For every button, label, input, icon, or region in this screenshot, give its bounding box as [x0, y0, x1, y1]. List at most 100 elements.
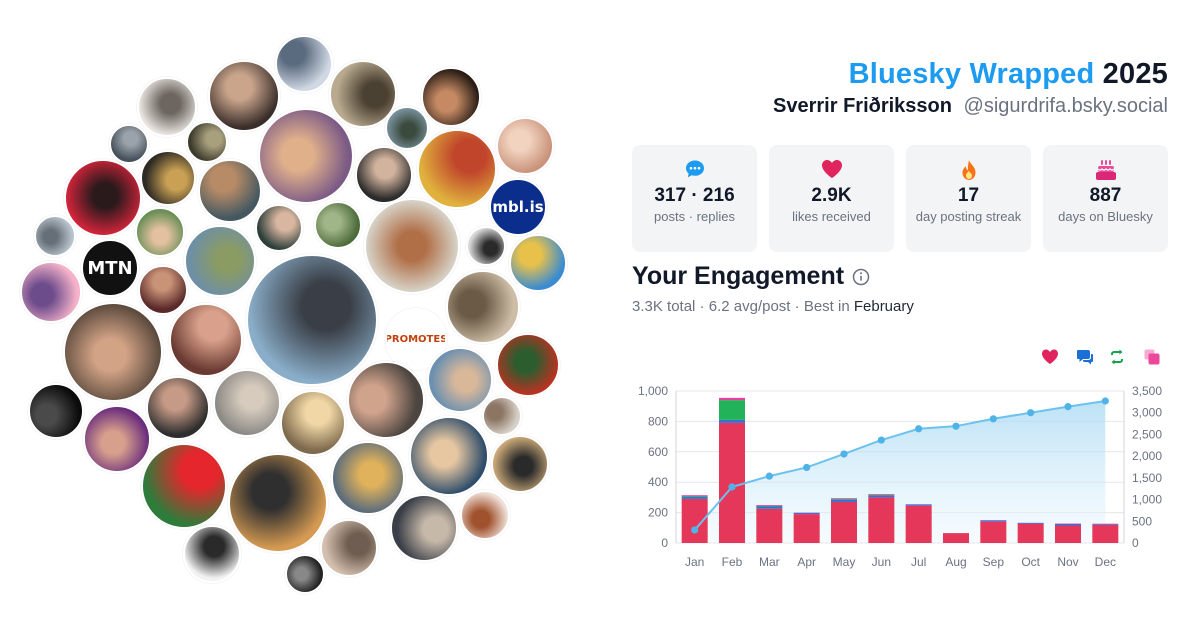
avatar: [140, 150, 196, 206]
engagement-total: 3.3K total: [632, 298, 696, 315]
bar-segment: [868, 495, 895, 498]
y-tick-right: 0: [1132, 536, 1139, 550]
bar-segment: [719, 419, 745, 423]
y-tick-left: 800: [648, 414, 668, 428]
bar-segment: [681, 495, 708, 496]
best-month: February: [853, 298, 914, 315]
y-tick-right: 3,000: [1132, 406, 1162, 420]
x-tick-label: Mar: [759, 555, 780, 569]
likes-heart-icon[interactable]: [1041, 348, 1059, 366]
bar-segment: [905, 504, 932, 506]
stat-value: 2.9K: [811, 185, 852, 206]
avatar: [184, 225, 256, 297]
avatar: [64, 159, 142, 237]
flame-icon: [962, 160, 975, 180]
avatar-logo-text: PROMOTES: [385, 333, 447, 345]
avatar: [364, 198, 460, 294]
bar-segment: [831, 499, 857, 502]
cumulative-point: [1027, 409, 1035, 417]
x-tick-label: Aug: [945, 555, 966, 569]
cumulative-line: [693, 399, 1106, 531]
bar-segment: [905, 505, 932, 543]
bar-segment: [868, 497, 895, 543]
brand-title: Bluesky Wrapped: [848, 58, 1095, 90]
quotes-icon[interactable]: [1143, 348, 1161, 366]
bar-segment: [980, 521, 1007, 543]
user-identity: Sverrir Friðriksson @sigurdrifa.bsky.soc…: [773, 95, 1168, 118]
cumulative-area: [694, 400, 1106, 543]
cumulative-point: [765, 472, 773, 480]
stat-card-likes: 2.9K likes received: [769, 145, 894, 252]
avatar: [460, 490, 510, 540]
engagement-avg: 6.2 avg/post: [708, 298, 791, 315]
avatar: [186, 121, 228, 163]
stat-value: 887: [1089, 185, 1122, 206]
avatar: [409, 416, 489, 496]
cake-icon: [1095, 160, 1116, 180]
engagement-summary: 3.3K total · 6.2 avg/post · Best in Febr…: [632, 298, 914, 315]
stat-value: 17: [957, 185, 980, 206]
avatar: [228, 453, 328, 553]
avatar: [496, 333, 560, 397]
best-prefix: Best in: [803, 298, 850, 315]
bar-segment: [1092, 524, 1119, 543]
avatar: [329, 60, 397, 128]
y-tick-right: 1,500: [1132, 471, 1162, 485]
avatar: [213, 369, 281, 437]
stat-label: days on Bluesky: [1058, 209, 1153, 224]
avatar: [491, 435, 549, 493]
bar-segment: [1017, 523, 1044, 524]
y-tick-left: 0: [661, 536, 668, 550]
bar-segment: [756, 506, 783, 509]
bar-segment: [756, 508, 783, 543]
cumulative-point: [803, 463, 811, 472]
avatar: [20, 261, 82, 323]
bar-segment: [868, 494, 895, 495]
avatar: [83, 405, 151, 473]
stat-label: day posting streak: [915, 209, 1022, 224]
cumulative-point: [952, 422, 960, 430]
bar-segment: [831, 501, 857, 543]
bar-segment: [756, 505, 783, 506]
avatar: [482, 396, 522, 436]
avatar: [320, 519, 378, 577]
avatar-cluster: mbl.is MTN PROMOTES: [20, 35, 567, 594]
reposts-arrows-icon[interactable]: [1108, 348, 1126, 366]
y-tick-left: 1,000: [638, 384, 668, 398]
y-tick-right: 2,000: [1132, 449, 1162, 463]
speech-bubble-icon: [685, 160, 704, 178]
x-tick-label: Jun: [872, 555, 891, 569]
avatar-logo-text: MTN: [87, 257, 133, 279]
replies-bubble-icon[interactable]: [1076, 348, 1094, 366]
stat-card-posts: 317 · 216 posts · replies: [632, 145, 757, 252]
x-tick-label: Jul: [911, 555, 926, 569]
avatar: [28, 383, 84, 439]
avatar: [183, 525, 241, 583]
avatar: [63, 302, 163, 402]
bar-segment: [681, 496, 708, 499]
stat-card-streak: 17 day posting streak: [906, 145, 1031, 252]
x-tick-label: Nov: [1057, 555, 1078, 569]
user-handle[interactable]: @sigurdrifa.bsky.social: [963, 95, 1168, 117]
info-icon[interactable]: [852, 268, 870, 286]
avatar-logo-text: mbl.is: [492, 198, 544, 216]
avatar: [198, 159, 262, 223]
bar-segment: [831, 498, 857, 499]
avatar: [255, 204, 303, 252]
avatar: [146, 376, 210, 440]
bar-segment: [868, 494, 895, 496]
bar-segment: [1055, 524, 1081, 526]
x-tick-label: Feb: [722, 555, 743, 569]
x-tick-label: Dec: [1095, 555, 1116, 569]
y-tick-right: 500: [1132, 514, 1152, 528]
avatar: [135, 207, 185, 257]
bar-segment: [719, 422, 745, 543]
cumulative-point: [915, 425, 923, 433]
avatar: PROMOTES: [385, 308, 447, 370]
avatar: [446, 270, 520, 344]
y-tick-left: 600: [648, 445, 668, 459]
avatar: [314, 201, 362, 249]
avatar: [421, 67, 481, 127]
engagement-title: Your Engagement: [632, 262, 845, 290]
cumulative-point: [1064, 403, 1072, 411]
